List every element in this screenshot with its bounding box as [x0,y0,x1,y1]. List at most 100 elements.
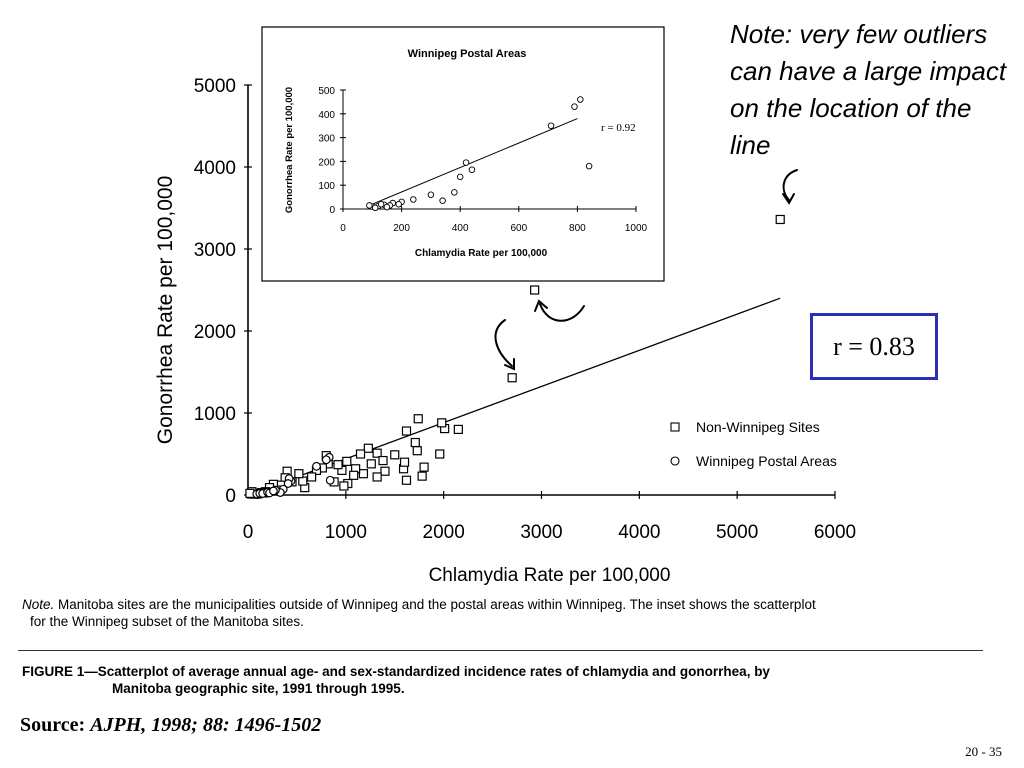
inset-data-point-circle [468,166,476,173]
inset-x-axis-label: Chlamydia Rate per 100,000 [415,248,548,259]
correlation-box: r = 0.83 [810,313,938,380]
data-point-square [530,285,540,295]
inset-y-tick-label: 0 [329,205,335,216]
inset-frame [261,26,665,282]
figure-note-lead: Note. [22,597,55,612]
data-point-circle [325,475,335,485]
figure-note-text: Manitoba sites are the municipalities ou… [54,597,816,612]
arrow-middle-outlier [539,303,585,322]
legend-circle-marker [670,456,680,466]
source-citation: Source: AJPH, 1998; 88: 1496-1502 [20,714,321,737]
caption-line-1: FIGURE 1—Scatterplot of average annual a… [22,664,770,679]
x-tick-label: 6000 [814,522,856,543]
inset-y-tick-label: 300 [318,134,335,145]
inset-data-point-circle [585,162,593,170]
arrow-lower-outlier [494,319,513,367]
data-point-square [401,426,412,436]
x-tick-label: 2000 [423,522,465,543]
data-point-square [435,449,445,459]
figure-caption: FIGURE 1—Scatterplot of average annual a… [22,663,1002,697]
data-point-square [507,373,517,383]
caption-divider [18,650,983,651]
inset-data-point-circle [577,96,584,103]
inset-data-point-circle [371,204,379,212]
inset-y-axis-label: Gonorrhea Rate per 100,000 [284,87,295,213]
annotation-arrows [494,169,798,371]
data-point-square [294,469,304,479]
data-point-square [410,437,420,448]
data-point-square [399,457,410,467]
data-point-square [401,475,412,485]
inset-data-point-circle [451,189,458,196]
data-point-square [372,448,382,458]
data-point-circle [321,455,331,465]
y-tick-label: 1000 [194,404,236,425]
data-point-square [342,456,352,466]
legend-square-marker [670,422,680,432]
inset-correlation-label: r = 0.92 [601,122,636,134]
legend-entry-winnipeg: Winnipeg Postal Areas [696,453,837,469]
inset-data-point-circle [383,203,391,211]
legend: Non-Winnipeg Sites Winnipeg Postal Areas [670,419,837,469]
arrowhead-lower-outlier [504,358,515,371]
inset-y-tick-label: 500 [318,86,335,97]
inset-data-point-circle [462,159,470,166]
inset-data-point-circle [410,196,417,203]
figure-note-text-2: for the Winnipeg subset of the Manitoba … [30,614,304,629]
arrowhead-top-outlier [782,193,795,205]
correlation-value: r = 0.83 [833,331,915,361]
data-point-square [413,414,423,424]
data-point-circle [269,486,278,496]
page-number: 20 - 35 [965,744,1002,759]
inset-x-tick-label: 600 [510,223,527,234]
inset-x-tick-label: 200 [393,223,410,234]
data-point-square [378,455,388,466]
data-point-square [419,462,429,472]
y-axis-label: Gonorrhea Rate per 100,000 [154,176,177,445]
caption-line-2: Manitoba geographic site, 1991 through 1… [112,681,405,696]
inset-x-tick-label: 0 [340,223,346,234]
inset-title: Winnipeg Postal Areas [408,48,527,60]
inset-scatterplot: Winnipeg Postal Areas 0 200 400 600 800 1000 0 1… [261,26,665,282]
inset-data-point-circle [427,191,435,198]
data-point-square [306,472,317,482]
x-tick-label: 5000 [716,522,758,543]
data-point-square [363,443,373,453]
inset-data-point-circle [456,173,464,181]
inset-data-point-circle [395,200,402,208]
data-point-square [775,214,785,225]
inset-y-tick-label: 400 [318,110,335,121]
arrow-top-outlier [782,169,798,201]
inset-data-point-circle [366,202,373,209]
data-point-square [417,471,427,481]
inset-data-point-circle [547,122,555,129]
inset-regression-line [366,118,578,208]
y-tick-label: 0 [225,486,236,507]
data-point-circle [283,479,293,488]
inset-data-point-circle [377,200,385,208]
inset-data-point-circle [439,197,446,204]
data-point-square [339,481,349,491]
data-point-square [412,446,422,456]
data-point-square [372,472,382,482]
data-point-square [380,466,390,476]
data-point-square [366,459,376,469]
data-point-square [358,469,369,479]
data-point-square [437,418,447,428]
inset-y-tick-label: 100 [318,181,335,192]
y-tick-label: 4000 [194,158,236,179]
y-tick-label: 3000 [194,240,236,261]
data-point-square [333,460,343,470]
legend-entry-non-winnipeg: Non-Winnipeg Sites [696,419,820,435]
arrowhead-middle-outlier [534,299,548,312]
source-reference: AJPH, 1998; 88: 1496-1502 [90,714,322,736]
y-tick-label: 5000 [194,76,236,97]
data-point-square [349,470,359,480]
main-scatterplot: 0 1000 2000 3000 4000 5000 6000010002000300040… [154,76,856,586]
data-point-square [390,450,400,460]
y-tick-label: 2000 [194,322,236,343]
inset-x-tick-label: 800 [569,223,586,234]
x-axis-label: Chlamydia Rate per 100,000 [429,565,671,586]
x-tick-label: 1000 [325,522,367,543]
